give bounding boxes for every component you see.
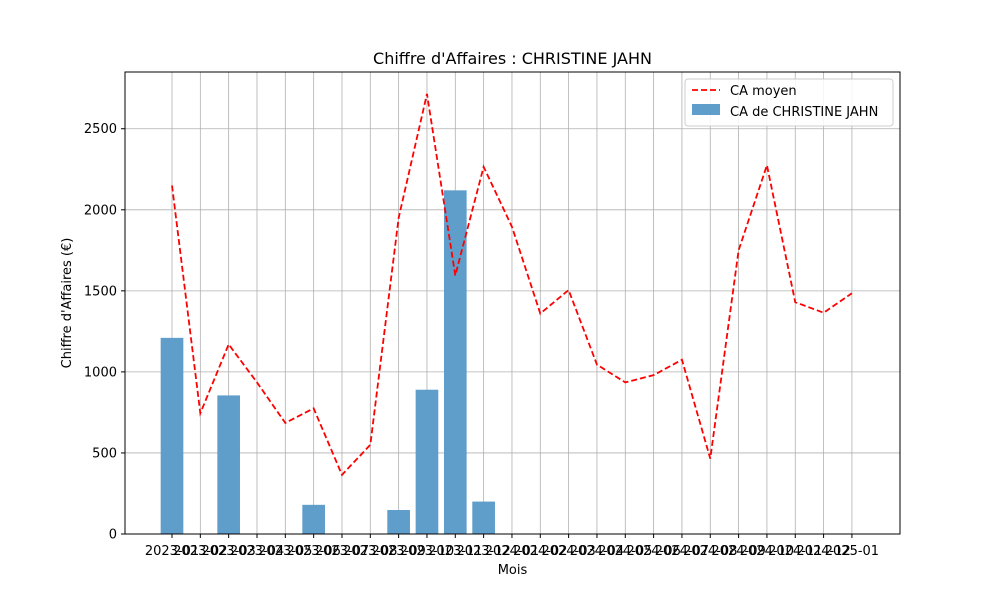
y-axis-label: Chiffre d'Affaires (€) [60, 238, 75, 369]
legend-box [684, 78, 894, 127]
x-tick-label: 2023-05 [258, 544, 312, 559]
x-tick-label: 2023-12 [456, 544, 510, 559]
x-tick-label: 2024-03 [541, 544, 595, 559]
x-tick-label: 2025-01 [825, 544, 879, 559]
axes-layer: 050010001500200025002023-012023-022023-0… [84, 71, 901, 559]
x-tick-label: 2024-06 [626, 544, 680, 559]
x-tick-label: 2024-04 [570, 544, 624, 559]
legend-line-label: CA moyen [730, 84, 797, 99]
bar [415, 389, 439, 534]
legend-bar-label: CA de CHRISTINE JAHN [730, 105, 878, 120]
bar-layer [160, 190, 495, 534]
x-tick-label: 2024-09 [711, 544, 765, 559]
x-tick-label: 2023-07 [315, 544, 369, 559]
line-layer [171, 93, 853, 477]
y-tick-label: 1000 [84, 365, 117, 380]
x-tick-label: 2024-07 [655, 544, 709, 559]
bar [217, 395, 240, 534]
x-axis-label: Mois [498, 563, 528, 578]
bar [443, 190, 467, 534]
x-tick-label: 2024-01 [485, 544, 539, 559]
y-tick-label: 0 [109, 528, 117, 543]
x-tick-label: 2024-12 [796, 544, 850, 559]
plot-frame [124, 71, 901, 535]
x-tick-label: 2023-09 [371, 544, 425, 559]
x-tick-label: 2023-08 [343, 544, 397, 559]
y-tick-label: 500 [92, 446, 117, 461]
x-tick-label: 2023-11 [428, 544, 482, 559]
y-tick-label: 2000 [84, 203, 117, 218]
x-tick-label: 2023-04 [230, 544, 284, 559]
x-tick-label: 2024-10 [740, 544, 794, 559]
x-tick-label: 2023-06 [286, 544, 340, 559]
x-tick-label: 2024-11 [768, 544, 822, 559]
x-tick-label: 2024-02 [513, 544, 567, 559]
bar [160, 337, 184, 534]
x-tick-label: 2023-03 [201, 544, 255, 559]
x-tick-label: 2023-02 [173, 544, 227, 559]
bar [302, 504, 325, 534]
bar [472, 501, 495, 534]
legend: CA moyen CA de CHRISTINE JAHN [684, 78, 894, 127]
average-line [171, 93, 853, 477]
grid-layer [125, 72, 900, 535]
x-tick-label: 2023-01 [145, 544, 199, 559]
x-tick-label: 2023-10 [400, 544, 454, 559]
y-tick-label: 1500 [84, 284, 117, 299]
legend-bar-swatch [692, 104, 720, 115]
x-tick-label: 2024-08 [683, 544, 737, 559]
bar [387, 510, 410, 534]
x-tick-label: 2024-05 [598, 544, 652, 559]
chart-title: Chiffre d'Affaires : CHRISTINE JAHN [373, 49, 652, 68]
y-tick-label: 2500 [84, 122, 117, 137]
